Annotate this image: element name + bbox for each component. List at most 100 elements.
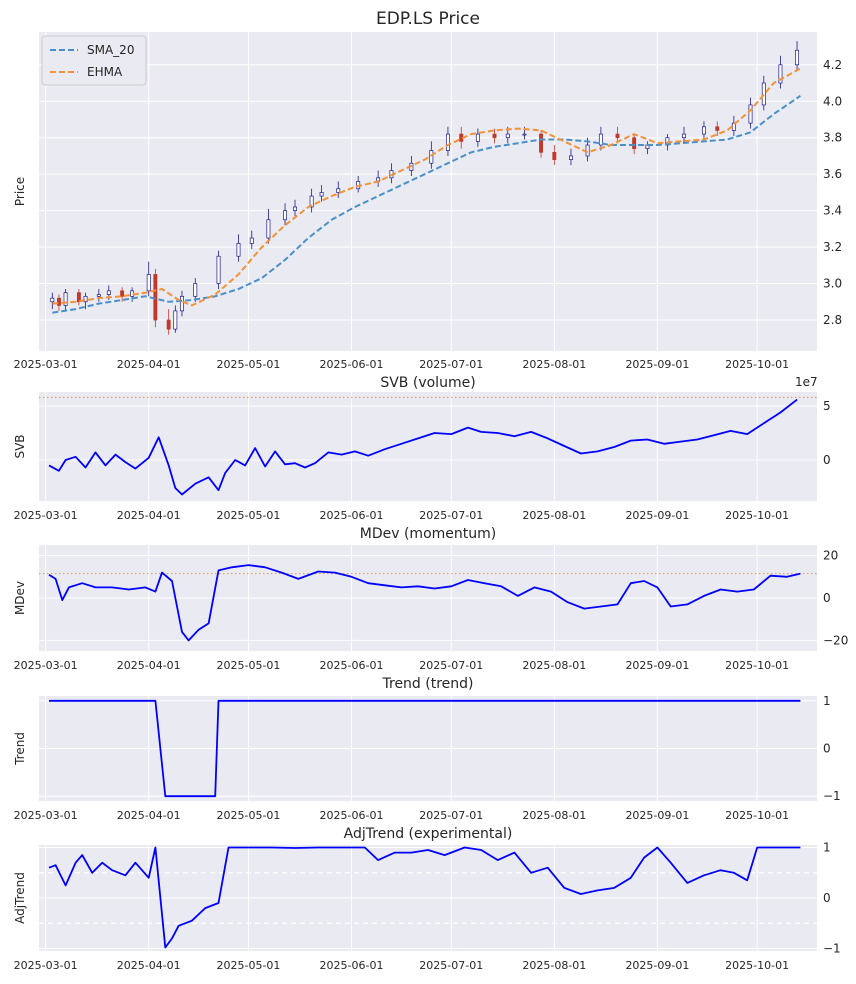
x-tick-label: 2025-03-01 — [14, 809, 78, 822]
candle-body — [173, 310, 178, 330]
candle-body — [120, 290, 125, 297]
x-tick-label: 2025-06-01 — [320, 959, 384, 972]
candle-body — [445, 133, 450, 151]
y-axis-label: SVB — [13, 434, 27, 458]
y-tick-label: −20 — [823, 633, 848, 647]
x-tick-label: 2025-08-01 — [522, 509, 586, 522]
x-tick-label: 2025-09-01 — [625, 809, 689, 822]
candle-body — [216, 255, 221, 284]
x-tick-label: 2025-09-01 — [625, 659, 689, 672]
candle-body — [83, 295, 88, 303]
candle-body — [319, 192, 324, 197]
x-tick-label: 2025-04-01 — [117, 509, 181, 522]
x-tick-label: 2025-10-01 — [725, 358, 789, 371]
x-tick-label: 2025-08-01 — [522, 659, 586, 672]
candle-body — [598, 133, 603, 146]
x-tick-label: 2025-03-01 — [14, 509, 78, 522]
y-tick-label: 3.6 — [823, 167, 842, 181]
candle-body — [475, 133, 480, 142]
panel-title: Trend (trend) — [382, 676, 474, 692]
candle-body — [539, 133, 543, 153]
y-axis-label: Trend — [13, 732, 27, 766]
panel-title: EDP.LS Price — [376, 9, 480, 29]
x-tick-label: 2025-05-01 — [216, 659, 280, 672]
candle-body — [309, 195, 314, 208]
y-axis-label: MDev — [13, 581, 27, 615]
x-tick-label: 2025-10-01 — [725, 959, 789, 972]
candle-body — [552, 151, 557, 160]
x-tick-label: 2025-07-01 — [419, 358, 483, 371]
panel-title: AdjTrend (experimental) — [344, 826, 513, 842]
candle-body — [249, 237, 254, 244]
x-tick-label: 2025-06-01 — [320, 358, 384, 371]
candle-body — [429, 150, 434, 164]
legend-label: SMA_20 — [87, 43, 134, 57]
x-tick-label: 2025-04-01 — [117, 659, 181, 672]
y-tick-label: 0 — [823, 742, 831, 756]
series-line-sma-20 — [52, 94, 801, 314]
y-tick-label: 3.4 — [823, 204, 842, 218]
y-tick-label: 4.0 — [823, 94, 842, 108]
y-tick-label: 20 — [823, 549, 838, 563]
series-line — [49, 699, 801, 798]
y-tick-label: 1 — [823, 841, 831, 855]
candle-body — [795, 49, 800, 66]
candle-body — [761, 82, 766, 106]
gridlines — [39, 545, 817, 651]
y-axis-label: Price — [13, 177, 27, 206]
candle-body — [682, 133, 686, 139]
gridlines — [39, 392, 817, 501]
x-tick-label: 2025-10-01 — [725, 659, 789, 672]
legend: SMA_20 EHMA — [41, 35, 147, 86]
x-tick-label: 2025-09-01 — [625, 509, 689, 522]
series-line — [48, 564, 801, 642]
y-tick-label: 1 — [823, 694, 831, 708]
candle-body — [632, 137, 637, 150]
candle-body — [336, 188, 341, 193]
x-tick-label: 2025-03-01 — [14, 659, 78, 672]
y-axis-label: AdjTrend — [13, 872, 27, 924]
y-tick-label: 3.2 — [823, 240, 842, 254]
panel-3: 2025-03-01 2025-04-01 2025-05-01 2025-06-01… — [13, 526, 848, 672]
y-tick-label: 2.8 — [823, 313, 842, 327]
y-tick-label: 0 — [823, 891, 831, 905]
x-tick-label: 2025-06-01 — [320, 659, 384, 672]
candle-body — [236, 243, 241, 257]
candle-body — [492, 133, 497, 139]
x-tick-label: 2025-08-01 — [522, 959, 586, 972]
candle-body — [106, 290, 111, 295]
y-tick-label: 4.2 — [823, 58, 842, 72]
y-tick-label: 5 — [823, 399, 831, 413]
candle-body — [615, 133, 620, 139]
candle-body — [266, 219, 271, 239]
panel-5: 2025-03-01 2025-04-01 2025-05-01 2025-06-01… — [13, 826, 841, 972]
gridlines — [39, 845, 817, 951]
candle-body — [146, 274, 151, 292]
y-tick-label: −1 — [823, 941, 841, 955]
candle-body — [522, 133, 527, 136]
series-line — [48, 846, 801, 949]
candle-body — [193, 283, 198, 297]
x-tick-label: 2025-04-01 — [117, 959, 181, 972]
candle-body — [76, 292, 81, 303]
series-line-ehma — [52, 67, 801, 307]
panel-4: 2025-03-01 2025-04-01 2025-05-01 2025-06-01… — [13, 676, 841, 822]
y-tick-label: −1 — [823, 789, 841, 803]
candle-body — [180, 295, 184, 312]
candle-body — [283, 210, 287, 221]
x-tick-label: 2025-09-01 — [625, 358, 689, 371]
y-offset-label: 1e7 — [795, 375, 818, 389]
candle-body — [56, 297, 61, 306]
x-tick-label: 2025-05-01 — [216, 509, 280, 522]
y-tick-label: 0 — [823, 453, 831, 467]
candle-body — [778, 64, 783, 84]
x-tick-label: 2025-07-01 — [419, 959, 483, 972]
x-tick-label: 2025-04-01 — [117, 809, 181, 822]
x-tick-label: 2025-05-01 — [216, 358, 280, 371]
x-tick-label: 2025-10-01 — [725, 509, 789, 522]
x-tick-label: 2025-07-01 — [419, 509, 483, 522]
candles — [50, 41, 800, 335]
candle-body — [505, 133, 510, 139]
y-tick-label: 3.8 — [823, 131, 842, 145]
